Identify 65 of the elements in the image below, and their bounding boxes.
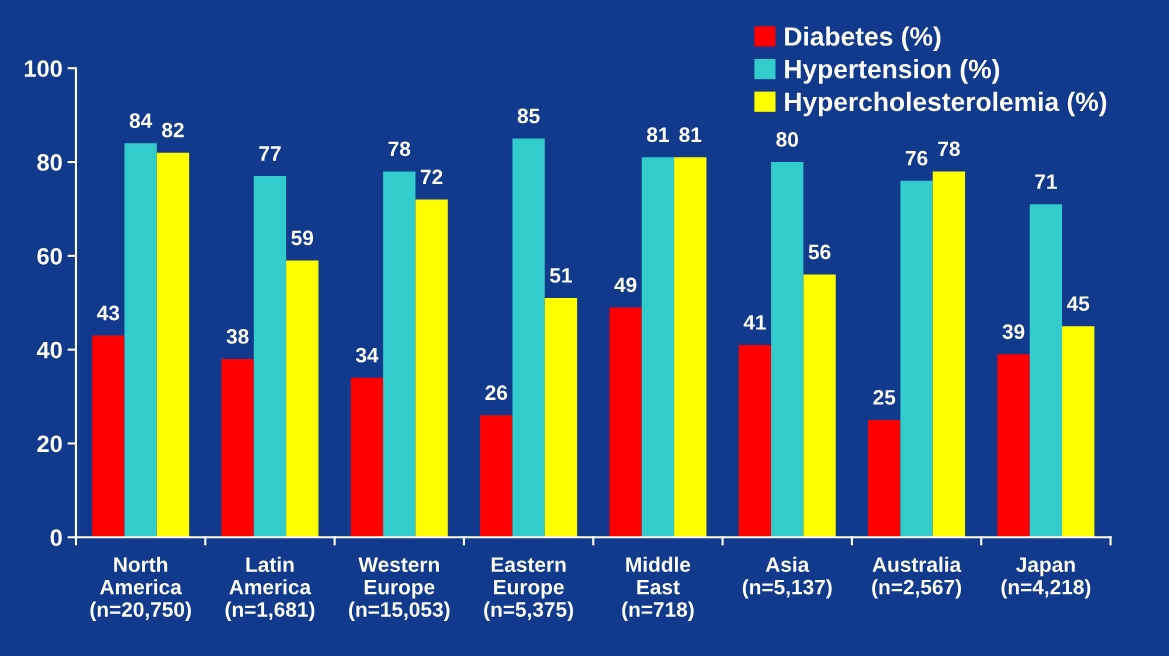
- x-tick-label: Eastern Europe (n=5,375): [484, 557, 574, 622]
- bar: [609, 307, 642, 538]
- data-label: 78: [938, 141, 960, 157]
- y-tick-label: 60: [37, 247, 62, 265]
- data-label: 77: [259, 146, 281, 161]
- data-label: 43: [97, 305, 120, 321]
- bar: [480, 415, 513, 538]
- x-tick-label: Latin America (n=1,681): [225, 556, 315, 622]
- legend-label: Hypercholesterolemia (%): [785, 91, 1107, 117]
- bar: [221, 359, 254, 538]
- data-label: 34: [355, 347, 379, 363]
- bar: [738, 344, 772, 538]
- y-tick-label: 0: [50, 529, 62, 547]
- bar: [350, 377, 384, 538]
- bar: [92, 335, 125, 538]
- data-label: 51: [549, 268, 572, 283]
- x-tick-label: Australia (n=2,567): [872, 556, 962, 599]
- bar: [124, 143, 157, 538]
- bar: [415, 199, 448, 538]
- bar: [868, 420, 901, 538]
- data-label: 81: [679, 127, 702, 143]
- x-tick-label: Middle East (n=718): [622, 556, 694, 622]
- bar: [803, 274, 836, 538]
- bar: [156, 152, 190, 538]
- data-label: 76: [905, 150, 928, 166]
- data-label: 25: [873, 390, 896, 405]
- data-label: 38: [226, 329, 249, 344]
- data-label: 56: [808, 244, 831, 260]
- bar: [286, 260, 319, 538]
- bar: [997, 354, 1030, 538]
- data-label: 39: [1002, 324, 1025, 340]
- x-tick-label: Asia (n=5,137): [742, 556, 832, 599]
- y-tick-label: 80: [37, 154, 62, 171]
- legend-label: Hypertension (%): [785, 59, 1000, 84]
- data-label: 72: [420, 169, 443, 185]
- bar: [1029, 204, 1063, 538]
- y-tick-label: 40: [36, 341, 62, 359]
- data-label: 78: [388, 141, 411, 157]
- data-label: 80: [776, 132, 798, 147]
- bar: [641, 157, 675, 538]
- data-label: 26: [485, 385, 508, 401]
- bar: [383, 171, 416, 538]
- data-label: 41: [743, 315, 766, 330]
- bar: [771, 162, 804, 538]
- legend-label: Diabetes (%): [785, 26, 941, 52]
- bar: [544, 298, 578, 538]
- data-label: 59: [291, 230, 314, 246]
- data-label: 85: [517, 108, 540, 124]
- bar: [932, 171, 966, 538]
- data-label: 49: [614, 277, 637, 293]
- x-tick-label: North America (n=20,750): [90, 556, 191, 622]
- y-tick-label: 100: [24, 60, 62, 78]
- y-tick-label: 20: [37, 435, 62, 453]
- x-tick-label: Japan (n=4,218): [1001, 557, 1091, 599]
- data-label: 82: [162, 122, 184, 138]
- bar: [512, 138, 545, 538]
- data-label: 81: [647, 127, 669, 143]
- bar: [674, 157, 707, 538]
- bar: [253, 176, 287, 538]
- data-label: 45: [1066, 296, 1090, 311]
- data-label: 71: [1035, 174, 1057, 189]
- bar: [900, 180, 933, 538]
- bar: [1062, 326, 1095, 538]
- data-label: 84: [129, 113, 153, 129]
- x-tick-label: Western Europe (n=15,053): [349, 557, 450, 622]
